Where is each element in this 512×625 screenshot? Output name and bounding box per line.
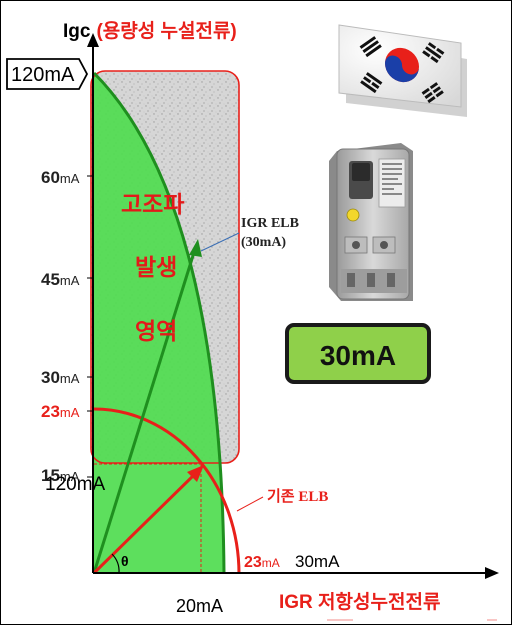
legacy-elb-curve — [93, 407, 241, 575]
x-axis-arrow — [485, 567, 499, 579]
igr-green-area — [94, 73, 224, 573]
green-vector — [92, 245, 198, 574]
y-tick-label-30: 30mA — [41, 368, 80, 387]
y-tick-overlay-120: 120mA — [45, 474, 106, 495]
x-tick-label-23: 23mA — [244, 554, 280, 571]
x-axis-title: IGR 저항성누전전류 — [279, 591, 440, 613]
elb-breaker-image — [329, 143, 413, 301]
capacity-badge-label: 30mA — [320, 340, 396, 371]
region-label-line1: 고조파 — [121, 191, 184, 217]
red-vector-head — [187, 465, 204, 482]
legacy-elb-label: 기존 ELB — [267, 488, 328, 505]
igr-elb-label-line2: (30mA) — [241, 235, 286, 250]
igr-elb-label-line1: IGR ELB — [241, 216, 299, 231]
y-axis-arrow — [87, 33, 99, 47]
y-tick-label-15: 15mA — [41, 466, 80, 485]
region-label-line3: 영역 — [135, 318, 177, 344]
y-tick-label-60: 60mA — [41, 168, 80, 187]
y-tick-120: 120mA — [11, 64, 75, 86]
igr-label-pointer — [200, 232, 240, 252]
region-label-line2: 발생 — [135, 254, 177, 280]
y-top-tag — [6, 58, 89, 90]
red-vector — [92, 471, 198, 575]
y-tick-label-23: 23mA — [41, 402, 80, 421]
capacity-badge — [285, 323, 431, 384]
y-tick-label-45: 45mA — [41, 270, 80, 289]
y-axis-title: Igc (용량성 누설전류) — [63, 20, 237, 42]
legacy-label-pointer — [236, 496, 264, 512]
harmonic-region-outline — [90, 70, 240, 464]
theta-arc — [111, 553, 120, 574]
korean-flag-image — [338, 24, 467, 117]
x-tick-label-30: 30mA — [295, 552, 340, 571]
theta-label: θ — [121, 553, 129, 569]
green-vector-head — [189, 239, 202, 257]
x-tick-label-20: 20mA — [176, 596, 223, 616]
